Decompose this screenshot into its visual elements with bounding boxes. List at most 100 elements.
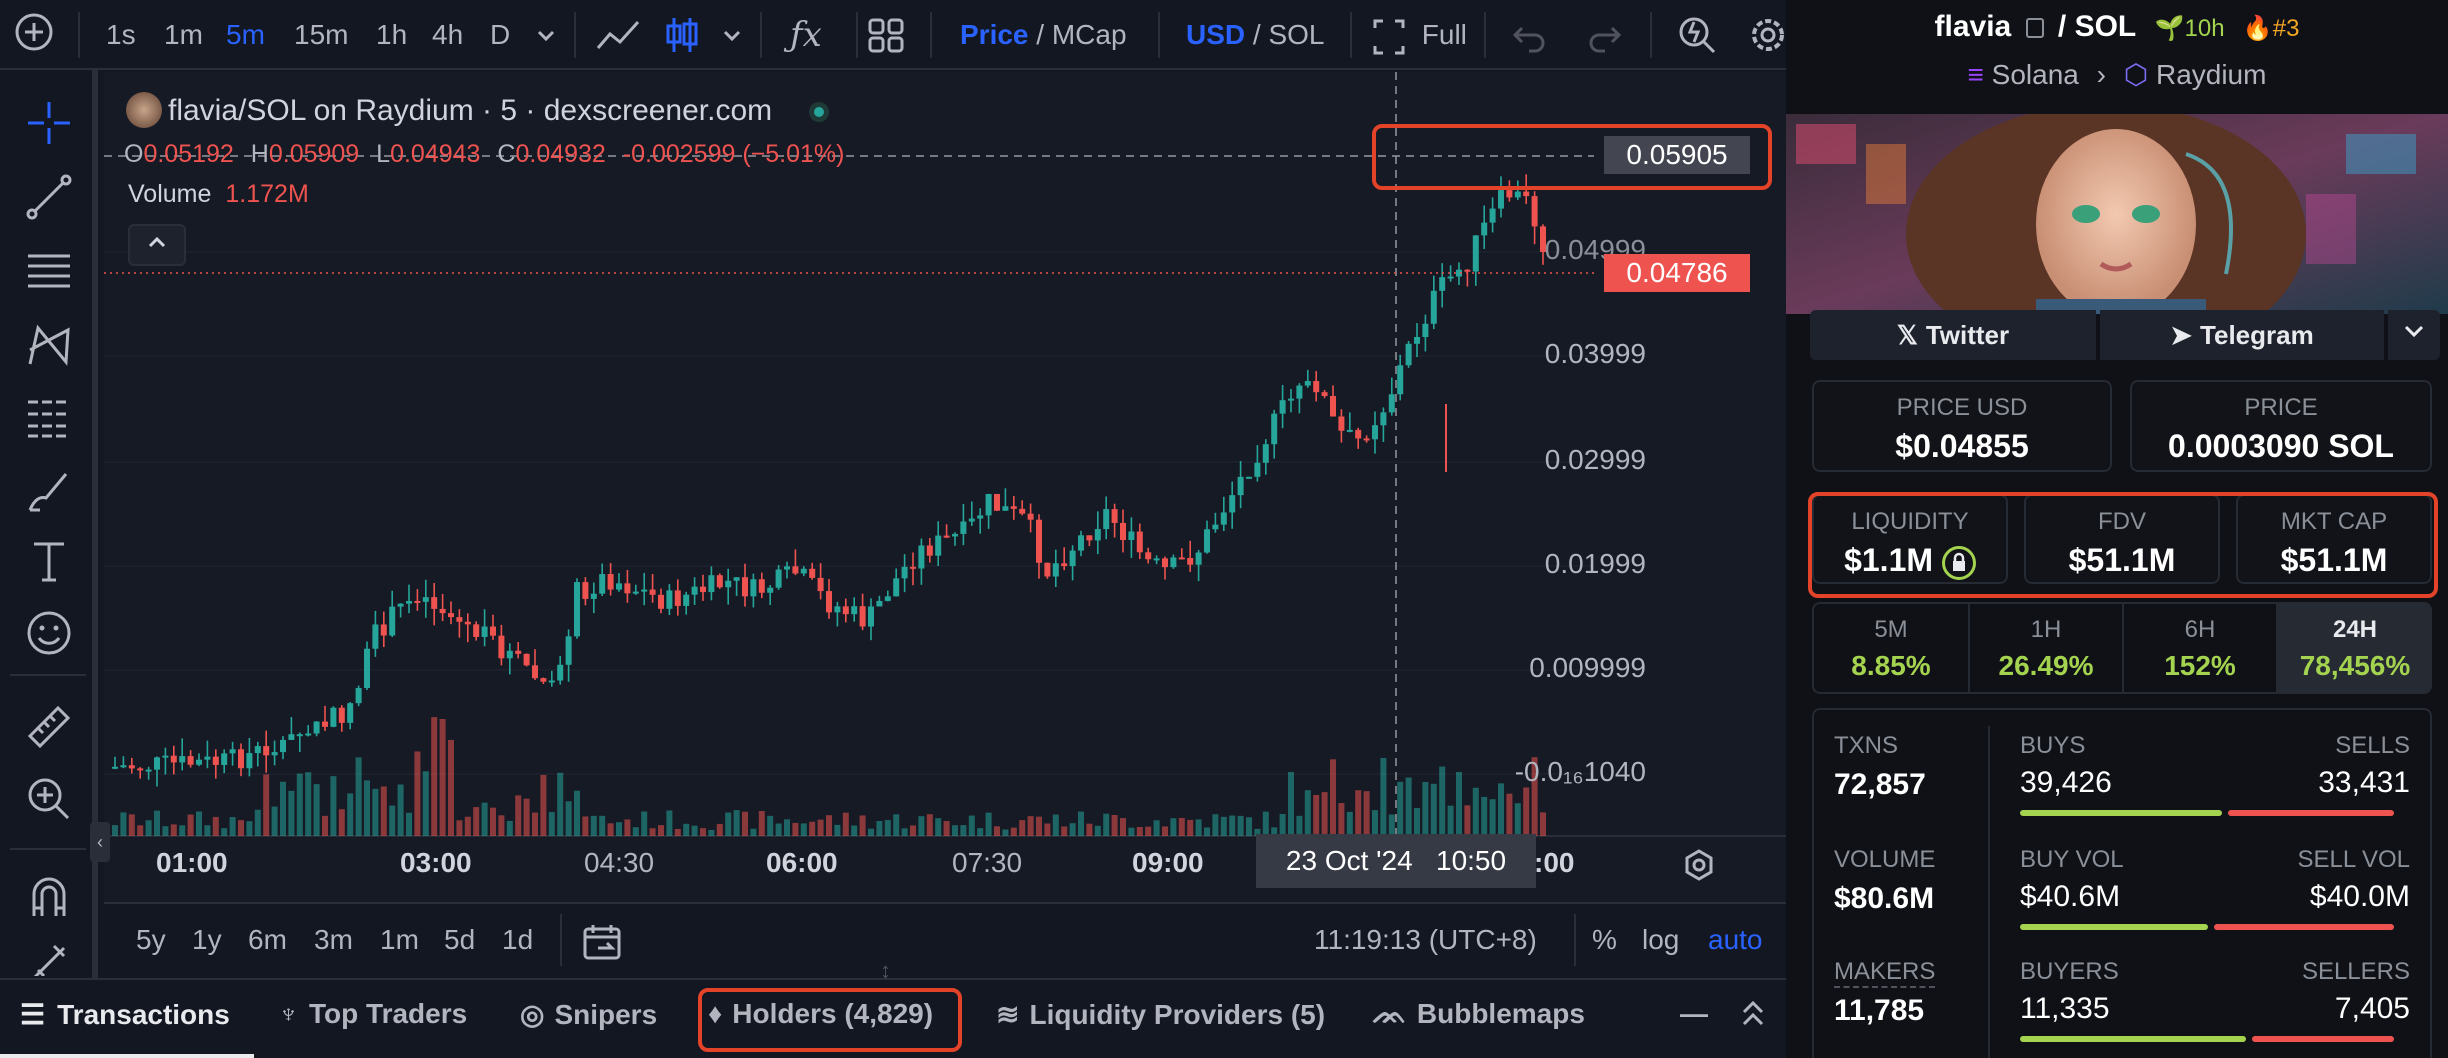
minimize-icon[interactable]: — (1680, 998, 1708, 1029)
price-axis-label: 0.02999 (1544, 444, 1646, 475)
trend-line-icon[interactable] (24, 172, 74, 222)
tab-bubblemaps[interactable]: ᨏ Bubblemaps (1372, 998, 1585, 1029)
magnet-icon[interactable] (24, 872, 74, 922)
tab-top-traders[interactable]: ♆ Top Traders (278, 998, 468, 1029)
change-tab-5m[interactable]: 5M 8.85% (1851, 616, 1931, 681)
change-tab-1h[interactable]: 1H 26.49% (1998, 616, 2094, 681)
crosshair-icon[interactable] (24, 98, 74, 148)
interval-1m[interactable]: 1m (164, 19, 203, 50)
volume-bar (137, 825, 144, 836)
copy-icon[interactable] (2025, 18, 2044, 39)
tab-holders[interactable]: ♦ Holders (4,829) (708, 998, 934, 1029)
candle-body (792, 566, 799, 574)
candle-body (1052, 563, 1059, 577)
range-1d[interactable]: 1d (502, 924, 534, 955)
candle-body (305, 733, 312, 736)
volume-bar (910, 825, 916, 836)
time-axis-label: 04:30 (584, 847, 655, 878)
indicators-fx-icon[interactable]: ƒx (790, 15, 822, 55)
range-3m[interactable]: 3m (314, 924, 353, 955)
layout-grid-icon[interactable] (866, 14, 906, 56)
currency-toggle[interactable]: USD / SOL (1186, 19, 1325, 50)
twitter-button[interactable]: 𝕏 Twitter (1810, 310, 2096, 360)
time-axis-label: 01:00 (156, 847, 228, 878)
range-5d[interactable]: 5d (444, 924, 476, 955)
settings-gear-icon[interactable] (1748, 14, 1788, 56)
volume-readout: Volume 1.172M (128, 180, 309, 208)
candlestick-icon[interactable] (662, 14, 702, 56)
tab-liquidity-providers[interactable]: ≋ Liquidity Providers (5) (996, 999, 1326, 1030)
collapse-legend-button[interactable] (128, 224, 186, 266)
fullscreen-button[interactable]: Full (1372, 14, 1467, 56)
undo-icon[interactable] (1512, 14, 1548, 56)
go-to-date-icon[interactable] (582, 922, 622, 967)
lock-icon[interactable] (1941, 545, 1976, 580)
interval-dropdown-chevron-icon[interactable] (534, 14, 558, 56)
horizontal-lines-icon[interactable] (24, 246, 74, 296)
interval-d[interactable]: D (490, 19, 511, 50)
volume-bar (1262, 811, 1269, 836)
clock-timezone[interactable]: 11:19:13 (UTC+8) (1314, 924, 1537, 955)
dex-link[interactable]: Raydium (2155, 59, 2267, 90)
more-links-chevron-icon[interactable] (2388, 310, 2440, 360)
volume-bar (1489, 799, 1496, 836)
tab-snipers[interactable]: ◎ Snipers (520, 999, 658, 1030)
interval-5m[interactable]: 5m (226, 19, 265, 50)
redo-icon[interactable] (1586, 14, 1622, 56)
candlestick-plot[interactable] (104, 72, 1786, 902)
zoom-in-icon[interactable] (24, 774, 74, 824)
candle-body (767, 587, 774, 593)
token-symbol: flavia (1934, 10, 2012, 43)
volume-bar (884, 820, 891, 836)
tab-transactions[interactable]: ☰ Transactions (20, 999, 230, 1030)
fib-retracement-icon[interactable] (24, 392, 74, 442)
chart-type-chevron-icon[interactable] (720, 14, 744, 56)
change-tab-6h[interactable]: 6H 152% (2164, 616, 2236, 681)
brush-icon[interactable] (24, 466, 74, 516)
interval-4h[interactable]: 4h (432, 19, 464, 50)
add-symbol-icon[interactable] (14, 12, 54, 54)
emoji-icon[interactable] (24, 608, 74, 658)
ruler-icon[interactable] (24, 702, 74, 752)
expand-panel-icon[interactable] (1740, 998, 1766, 1035)
text-tool-icon[interactable] (24, 536, 74, 586)
price-mcap-toggle[interactable]: Price / MCap (960, 19, 1127, 50)
quick-search-icon[interactable] (1676, 14, 1720, 56)
log-scale-toggle[interactable]: log (1642, 924, 1680, 955)
volume-bar (859, 815, 866, 836)
range-bar: 5y 1y 6m 3m 1m 5d 1d 11:19:13 (UTC+8) % … (104, 902, 1786, 978)
candle-body (254, 746, 261, 754)
change-tab-24h[interactable]: 24H 78,456% (2276, 604, 2430, 692)
chain-link[interactable]: Solana (1991, 59, 2079, 90)
volume-bar (725, 812, 732, 836)
range-5y[interactable]: 5y (136, 924, 166, 955)
pattern-tool-icon[interactable] (24, 320, 74, 370)
buyers-value: 11,335 (2020, 992, 2110, 1025)
candle-body (1304, 381, 1311, 386)
volume-bar (330, 776, 337, 836)
candle-body (708, 575, 715, 593)
interval-1s[interactable]: 1s (106, 19, 136, 50)
telegram-button[interactable]: ➤ Telegram (2100, 310, 2384, 360)
resize-handle-icon[interactable]: ↕ (880, 958, 891, 983)
interval-15m[interactable]: 15m (294, 19, 349, 50)
interval-1h[interactable]: 1h (376, 19, 408, 50)
auto-scale-toggle[interactable]: auto (1708, 924, 1763, 955)
volume-bar (1414, 807, 1420, 836)
price-chart[interactable]: flavia/SOL on Raydium · 5 · dexscreener.… (90, 72, 1786, 978)
candle-body (1246, 476, 1252, 479)
candle-body (1531, 196, 1538, 227)
line-chart-icon[interactable] (594, 14, 642, 56)
range-1y[interactable]: 1y (192, 924, 222, 955)
candle-body (1036, 519, 1042, 563)
range-6m[interactable]: 6m (248, 924, 287, 955)
candle-body (1296, 385, 1303, 399)
top-toolbar: 1s 1m 5m 15m 1h 4h D ƒx Price / MCap USD… (0, 0, 1786, 70)
axis-settings-icon[interactable] (1682, 848, 1716, 887)
lock-drawings-icon[interactable] (24, 936, 74, 976)
range-1m[interactable]: 1m (380, 924, 419, 955)
percent-scale-toggle[interactable]: % (1592, 924, 1617, 955)
txns-value: 72,857 (1834, 768, 1926, 801)
volume-bar (935, 818, 942, 836)
collapse-rail-chevron-icon[interactable]: ‹ (90, 822, 110, 862)
